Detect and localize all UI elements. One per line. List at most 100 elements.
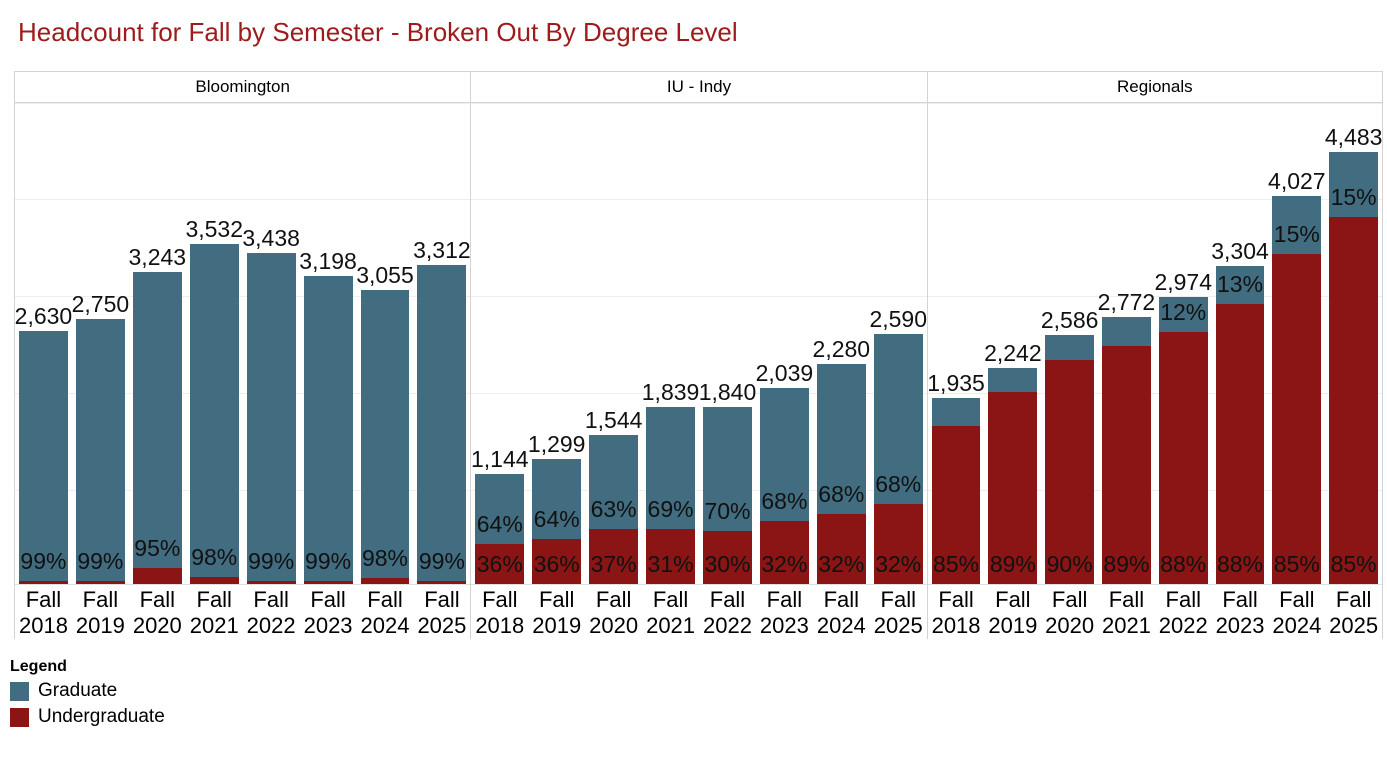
stacked-bar[interactable]: 2,772 89% bbox=[1098, 289, 1155, 584]
bar-segment-graduate[interactable]: 12% bbox=[1158, 297, 1208, 332]
bar-segment-undergraduate[interactable] bbox=[360, 578, 410, 584]
bar-segment-graduate[interactable]: 70% bbox=[703, 406, 752, 531]
bar-slot[interactable]: 2,586 90% bbox=[1041, 103, 1098, 584]
bar-slot[interactable]: 2,039 68% 32% bbox=[756, 103, 813, 584]
bar-slot[interactable]: 3,438 99% bbox=[242, 103, 300, 584]
bar-segment-graduate[interactable]: 69% bbox=[646, 406, 696, 530]
bar-segment-graduate[interactable]: 99% bbox=[303, 275, 353, 581]
stacked-bar[interactable]: 2,750 99% bbox=[72, 291, 129, 584]
bar-segment-graduate[interactable]: 64% bbox=[475, 473, 525, 545]
stacked-bar[interactable]: 2,590 68% 32% bbox=[869, 306, 927, 584]
bar-segment-graduate[interactable] bbox=[931, 397, 981, 426]
bar-segment-undergraduate[interactable]: 32% bbox=[759, 521, 809, 584]
bar-segment-graduate[interactable]: 95% bbox=[132, 271, 182, 569]
stacked-bar[interactable]: 3,438 99% bbox=[242, 225, 300, 584]
bar-segment-graduate[interactable]: 99% bbox=[246, 252, 296, 581]
bar-slot[interactable]: 3,312 99% bbox=[413, 103, 471, 584]
bar-segment-graduate[interactable] bbox=[1102, 316, 1151, 347]
bar-slot[interactable]: 3,304 13% 88% bbox=[1211, 103, 1269, 584]
bar-segment-undergraduate[interactable] bbox=[132, 568, 182, 584]
bar-segment-undergraduate[interactable]: 30% bbox=[703, 530, 752, 584]
stacked-bar[interactable]: 2,280 68% 32% bbox=[813, 336, 870, 584]
bar-slot[interactable]: 2,590 68% 32% bbox=[869, 103, 927, 584]
bar-segment-undergraduate[interactable]: 85% bbox=[1272, 254, 1322, 584]
bar-segment-undergraduate[interactable] bbox=[19, 581, 68, 584]
bar-segment-graduate[interactable]: 99% bbox=[417, 264, 467, 581]
bar-segment-graduate[interactable]: 68% bbox=[759, 387, 809, 522]
bar-segment-undergraduate[interactable] bbox=[246, 580, 296, 584]
stacked-bar[interactable]: 4,483 15% 85% bbox=[1325, 124, 1382, 584]
bar-slot[interactable]: 1,544 63% 37% bbox=[585, 103, 642, 584]
bar-slot[interactable]: 3,532 98% bbox=[185, 103, 243, 584]
stacked-bar[interactable]: 2,974 12% 88% bbox=[1154, 269, 1212, 584]
stacked-bar[interactable]: 3,312 99% bbox=[413, 237, 471, 584]
legend-item-undergraduate[interactable]: Undergraduate bbox=[10, 706, 165, 728]
bar-slot[interactable]: 3,243 95% bbox=[129, 103, 186, 584]
bar-segment-undergraduate[interactable] bbox=[189, 577, 239, 584]
bar-segment-graduate[interactable]: 13% bbox=[1215, 265, 1265, 304]
stacked-bar[interactable]: 1,839 69% 31% bbox=[642, 379, 699, 584]
stacked-bar[interactable]: 3,243 95% bbox=[129, 244, 186, 584]
bar-segment-undergraduate[interactable] bbox=[303, 580, 353, 584]
bar-segment-graduate[interactable] bbox=[1045, 334, 1095, 360]
bar-slot[interactable]: 2,974 12% 88% bbox=[1154, 103, 1212, 584]
stacked-bar[interactable]: 1,544 63% 37% bbox=[585, 407, 642, 584]
bar-segment-undergraduate[interactable]: 89% bbox=[1102, 346, 1151, 584]
bar-segment-graduate[interactable]: 99% bbox=[19, 330, 68, 582]
bar-segment-undergraduate[interactable]: 36% bbox=[532, 538, 582, 584]
stacked-bar[interactable]: 1,840 70% 30% bbox=[699, 379, 756, 584]
bar-segment-undergraduate[interactable]: 85% bbox=[931, 425, 981, 584]
stacked-bar[interactable]: 2,039 68% 32% bbox=[756, 360, 813, 584]
stacked-bar[interactable]: 1,935 85% bbox=[927, 370, 985, 584]
bar-slot[interactable]: 4,027 15% 85% bbox=[1268, 103, 1326, 584]
bar-segment-graduate[interactable]: 63% bbox=[589, 435, 639, 529]
bar-slot[interactable]: 3,198 99% bbox=[299, 103, 357, 584]
bar-segment-graduate[interactable]: 98% bbox=[189, 243, 239, 578]
segment-percent-label: 85% bbox=[933, 551, 980, 577]
stacked-bar[interactable]: 2,586 90% bbox=[1041, 307, 1098, 584]
x-axis-tick-line: 2024 bbox=[816, 613, 866, 638]
bar-segment-undergraduate[interactable]: 32% bbox=[816, 513, 866, 584]
bar-segment-graduate[interactable]: 15% bbox=[1272, 195, 1322, 255]
bar-segment-undergraduate[interactable]: 88% bbox=[1215, 303, 1265, 584]
bar-segment-undergraduate[interactable]: 36% bbox=[475, 544, 525, 584]
stacked-bar[interactable]: 3,198 99% bbox=[299, 248, 357, 584]
bar-segment-undergraduate[interactable]: 31% bbox=[646, 529, 696, 584]
bar-slot[interactable]: 2,772 89% bbox=[1098, 103, 1155, 584]
bar-slot[interactable]: 1,840 70% 30% bbox=[699, 103, 756, 584]
bar-slot[interactable]: 2,242 89% bbox=[984, 103, 1042, 584]
stacked-bar[interactable]: 1,144 64% 36% bbox=[471, 446, 529, 584]
bar-slot[interactable]: 2,280 68% 32% bbox=[813, 103, 870, 584]
bar-segment-graduate[interactable]: 98% bbox=[360, 289, 410, 579]
bar-segment-undergraduate[interactable]: 85% bbox=[1329, 216, 1379, 584]
stacked-bar[interactable]: 3,304 13% 88% bbox=[1211, 238, 1269, 584]
bar-segment-graduate[interactable]: 15% bbox=[1329, 152, 1379, 217]
stacked-bar[interactable]: 3,055 98% bbox=[356, 262, 414, 584]
bar-slot[interactable]: 1,144 64% 36% bbox=[471, 103, 529, 584]
stacked-bar[interactable]: 1,299 64% 36% bbox=[528, 431, 585, 584]
stacked-bar[interactable]: 2,630 99% bbox=[15, 303, 72, 584]
bar-segment-undergraduate[interactable]: 88% bbox=[1158, 331, 1208, 584]
bar-segment-undergraduate[interactable]: 32% bbox=[873, 504, 923, 584]
bar-slot[interactable]: 2,750 99% bbox=[72, 103, 129, 584]
bar-segment-graduate[interactable]: 68% bbox=[873, 334, 923, 505]
bar-segment-graduate[interactable] bbox=[988, 367, 1038, 392]
bar-slot[interactable]: 1,935 85% bbox=[927, 103, 985, 584]
bar-segment-undergraduate[interactable]: 89% bbox=[988, 391, 1038, 584]
bar-slot[interactable]: 2,630 99% bbox=[15, 103, 72, 584]
stacked-bar[interactable]: 4,027 15% 85% bbox=[1268, 168, 1326, 584]
bar-segment-graduate[interactable]: 64% bbox=[532, 458, 582, 539]
bar-slot[interactable]: 1,839 69% 31% bbox=[642, 103, 699, 584]
stacked-bar[interactable]: 3,532 98% bbox=[185, 216, 243, 584]
bar-slot[interactable]: 3,055 98% bbox=[356, 103, 414, 584]
bar-segment-graduate[interactable]: 68% bbox=[816, 364, 866, 514]
bar-segment-undergraduate[interactable]: 90% bbox=[1045, 359, 1095, 584]
bar-segment-undergraduate[interactable]: 37% bbox=[589, 528, 639, 584]
bar-slot[interactable]: 4,483 15% 85% bbox=[1325, 103, 1382, 584]
bar-slot[interactable]: 1,299 64% 36% bbox=[528, 103, 585, 584]
bar-segment-graduate[interactable]: 99% bbox=[75, 319, 125, 582]
bar-segment-undergraduate[interactable] bbox=[75, 581, 125, 584]
stacked-bar[interactable]: 2,242 89% bbox=[984, 340, 1042, 584]
legend-item-graduate[interactable]: Graduate bbox=[10, 680, 165, 702]
bar-segment-undergraduate[interactable] bbox=[417, 580, 467, 584]
